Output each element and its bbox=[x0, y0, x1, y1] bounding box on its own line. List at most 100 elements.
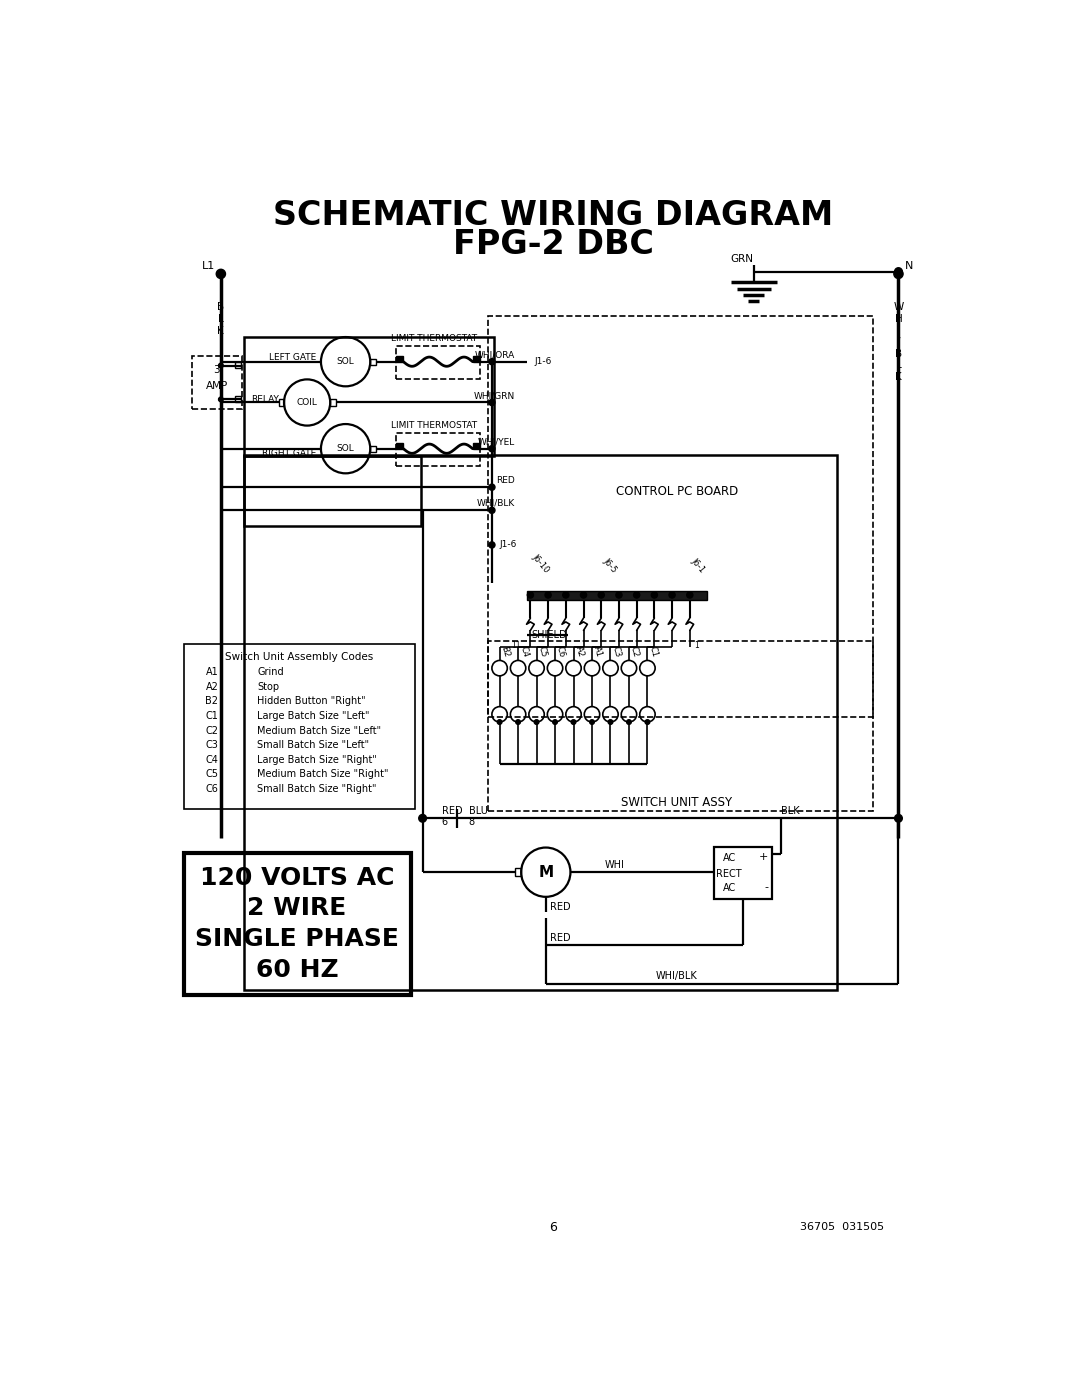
Text: BLK: BLK bbox=[781, 806, 799, 816]
Text: C6: C6 bbox=[205, 784, 218, 793]
Circle shape bbox=[669, 592, 675, 598]
Text: 8: 8 bbox=[469, 817, 475, 827]
Circle shape bbox=[489, 507, 495, 513]
Text: SOL: SOL bbox=[337, 444, 354, 453]
Text: C3: C3 bbox=[610, 645, 622, 658]
Text: SHIELD: SHIELD bbox=[531, 630, 567, 640]
Circle shape bbox=[218, 397, 224, 402]
Circle shape bbox=[571, 719, 576, 725]
Text: COIL: COIL bbox=[297, 398, 318, 407]
Circle shape bbox=[489, 446, 495, 451]
Text: Grind: Grind bbox=[257, 666, 284, 678]
Bar bbox=[330, 400, 336, 405]
Text: 11: 11 bbox=[512, 641, 522, 651]
Text: J6-5: J6-5 bbox=[602, 556, 619, 574]
Text: C6: C6 bbox=[555, 645, 567, 658]
Text: C2: C2 bbox=[205, 725, 218, 735]
Bar bbox=[244, 455, 837, 990]
Text: WHI/BLK: WHI/BLK bbox=[476, 499, 515, 509]
Circle shape bbox=[580, 592, 586, 598]
Text: 6: 6 bbox=[550, 1221, 557, 1234]
Text: AMP: AMP bbox=[205, 380, 228, 391]
Text: Large Batch Size "Left": Large Batch Size "Left" bbox=[257, 711, 369, 721]
Circle shape bbox=[894, 270, 903, 278]
Text: 3: 3 bbox=[214, 365, 220, 376]
Text: SWITCH UNIT ASSY: SWITCH UNIT ASSY bbox=[621, 796, 732, 809]
Circle shape bbox=[527, 592, 534, 598]
Text: AC: AC bbox=[723, 883, 735, 893]
Bar bbox=[488, 641, 873, 810]
Text: C1: C1 bbox=[205, 711, 218, 721]
Circle shape bbox=[545, 592, 551, 598]
Text: J6-10: J6-10 bbox=[530, 552, 551, 574]
Text: RELAY: RELAY bbox=[252, 395, 280, 404]
Text: C1: C1 bbox=[647, 645, 659, 658]
Circle shape bbox=[687, 592, 693, 598]
Bar bbox=[527, 591, 707, 601]
Text: 120 VOLTS AC
2 WIRE
SINGLE PHASE
60 HZ: 120 VOLTS AC 2 WIRE SINGLE PHASE 60 HZ bbox=[195, 866, 399, 982]
Bar bbox=[395, 346, 481, 379]
Text: AC: AC bbox=[723, 854, 735, 863]
Circle shape bbox=[598, 592, 605, 598]
Bar bbox=[714, 847, 772, 900]
Circle shape bbox=[489, 400, 495, 405]
Text: 36705  031505: 36705 031505 bbox=[800, 1222, 885, 1232]
Text: BLU: BLU bbox=[469, 806, 488, 816]
Text: A1: A1 bbox=[592, 645, 604, 658]
Bar bbox=[184, 854, 411, 996]
Bar bbox=[184, 644, 415, 809]
Text: Stop: Stop bbox=[257, 682, 279, 692]
Bar bbox=[235, 362, 241, 367]
Bar bbox=[488, 316, 873, 717]
Text: C4: C4 bbox=[205, 754, 218, 764]
Text: A2: A2 bbox=[573, 645, 585, 658]
Text: GRN: GRN bbox=[731, 253, 754, 264]
Text: C4: C4 bbox=[518, 645, 529, 658]
Circle shape bbox=[489, 542, 495, 548]
Text: -: - bbox=[765, 883, 768, 893]
Text: N: N bbox=[905, 261, 913, 271]
Bar bbox=[473, 443, 481, 448]
Text: Medium Batch Size "Left": Medium Batch Size "Left" bbox=[257, 725, 381, 735]
Text: B
L
K: B L K bbox=[217, 302, 225, 335]
Text: LEFT GATE: LEFT GATE bbox=[269, 352, 316, 362]
Circle shape bbox=[563, 592, 569, 598]
Text: C5: C5 bbox=[537, 645, 549, 658]
Text: RED: RED bbox=[550, 902, 570, 912]
Text: FPG-2 DBC: FPG-2 DBC bbox=[453, 228, 654, 261]
Bar bbox=[515, 869, 522, 876]
Circle shape bbox=[645, 719, 650, 725]
Circle shape bbox=[894, 268, 902, 275]
Text: A2: A2 bbox=[205, 682, 218, 692]
Circle shape bbox=[894, 814, 902, 823]
Bar bbox=[395, 355, 403, 362]
Circle shape bbox=[634, 592, 639, 598]
Text: W
H
I
/
B
L
K: W H I / B L K bbox=[893, 302, 904, 381]
Text: RIGHT GATE: RIGHT GATE bbox=[262, 448, 316, 458]
Text: SCHEMATIC WIRING DIAGRAM: SCHEMATIC WIRING DIAGRAM bbox=[273, 198, 834, 232]
Circle shape bbox=[616, 592, 622, 598]
Text: LIMIT THERMOSTAT: LIMIT THERMOSTAT bbox=[391, 420, 477, 430]
Circle shape bbox=[535, 719, 539, 725]
Text: RED: RED bbox=[550, 933, 570, 943]
Text: L1: L1 bbox=[202, 261, 215, 271]
Text: RED: RED bbox=[496, 476, 515, 485]
Text: Medium Batch Size "Right": Medium Batch Size "Right" bbox=[257, 770, 389, 780]
Text: C3: C3 bbox=[205, 740, 218, 750]
Text: J1-6: J1-6 bbox=[500, 541, 517, 549]
Circle shape bbox=[516, 719, 521, 725]
Text: CONTROL PC BOARD: CONTROL PC BOARD bbox=[616, 485, 738, 497]
Text: B2: B2 bbox=[205, 696, 218, 707]
Text: 6: 6 bbox=[442, 817, 448, 827]
Text: C2: C2 bbox=[629, 645, 640, 658]
Circle shape bbox=[216, 270, 226, 278]
Circle shape bbox=[553, 719, 557, 725]
Bar bbox=[244, 457, 421, 525]
Text: 1: 1 bbox=[694, 641, 699, 651]
Circle shape bbox=[497, 719, 502, 725]
Circle shape bbox=[626, 719, 632, 725]
Text: WHI/ORA: WHI/ORA bbox=[475, 351, 515, 359]
Text: Small Batch Size "Right": Small Batch Size "Right" bbox=[257, 784, 377, 793]
Text: J1-6: J1-6 bbox=[535, 358, 552, 366]
Bar bbox=[244, 337, 495, 457]
